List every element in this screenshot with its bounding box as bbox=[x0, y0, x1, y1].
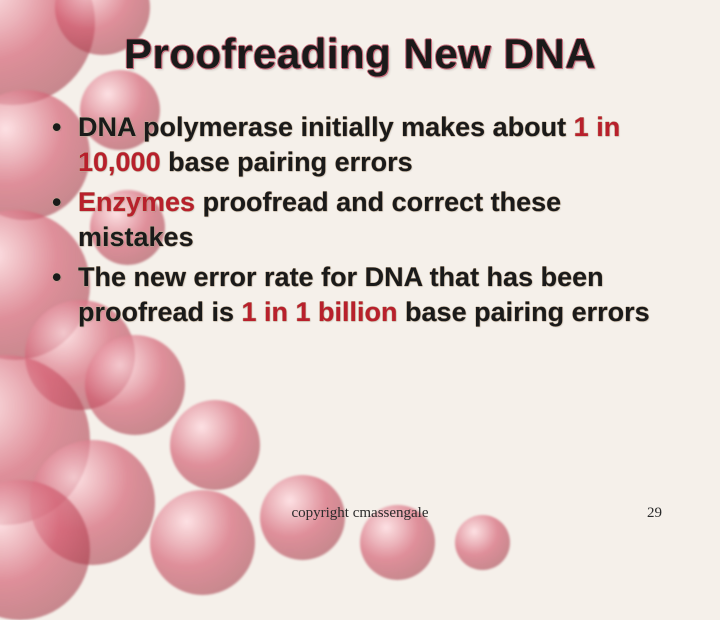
body-text: DNA polymerase initially makes about bbox=[78, 112, 574, 142]
bullet-list: DNA polymerase initially makes about 1 i… bbox=[44, 110, 676, 329]
slide-title: Proofreading New DNA bbox=[44, 30, 676, 78]
slide-content: Proofreading New DNA DNA polymerase init… bbox=[0, 0, 720, 540]
bullet-item: DNA polymerase initially makes about 1 i… bbox=[78, 110, 676, 179]
highlight-text: 1 in 1 billion bbox=[242, 297, 398, 327]
body-text: base pairing errors bbox=[161, 147, 413, 177]
bullet-item: The new error rate for DNA that has been… bbox=[78, 260, 676, 329]
highlight-text: Enzymes bbox=[78, 187, 195, 217]
body-text: base pairing errors bbox=[398, 297, 650, 327]
bullet-item: Enzymes proofread and correct these mist… bbox=[78, 185, 676, 254]
